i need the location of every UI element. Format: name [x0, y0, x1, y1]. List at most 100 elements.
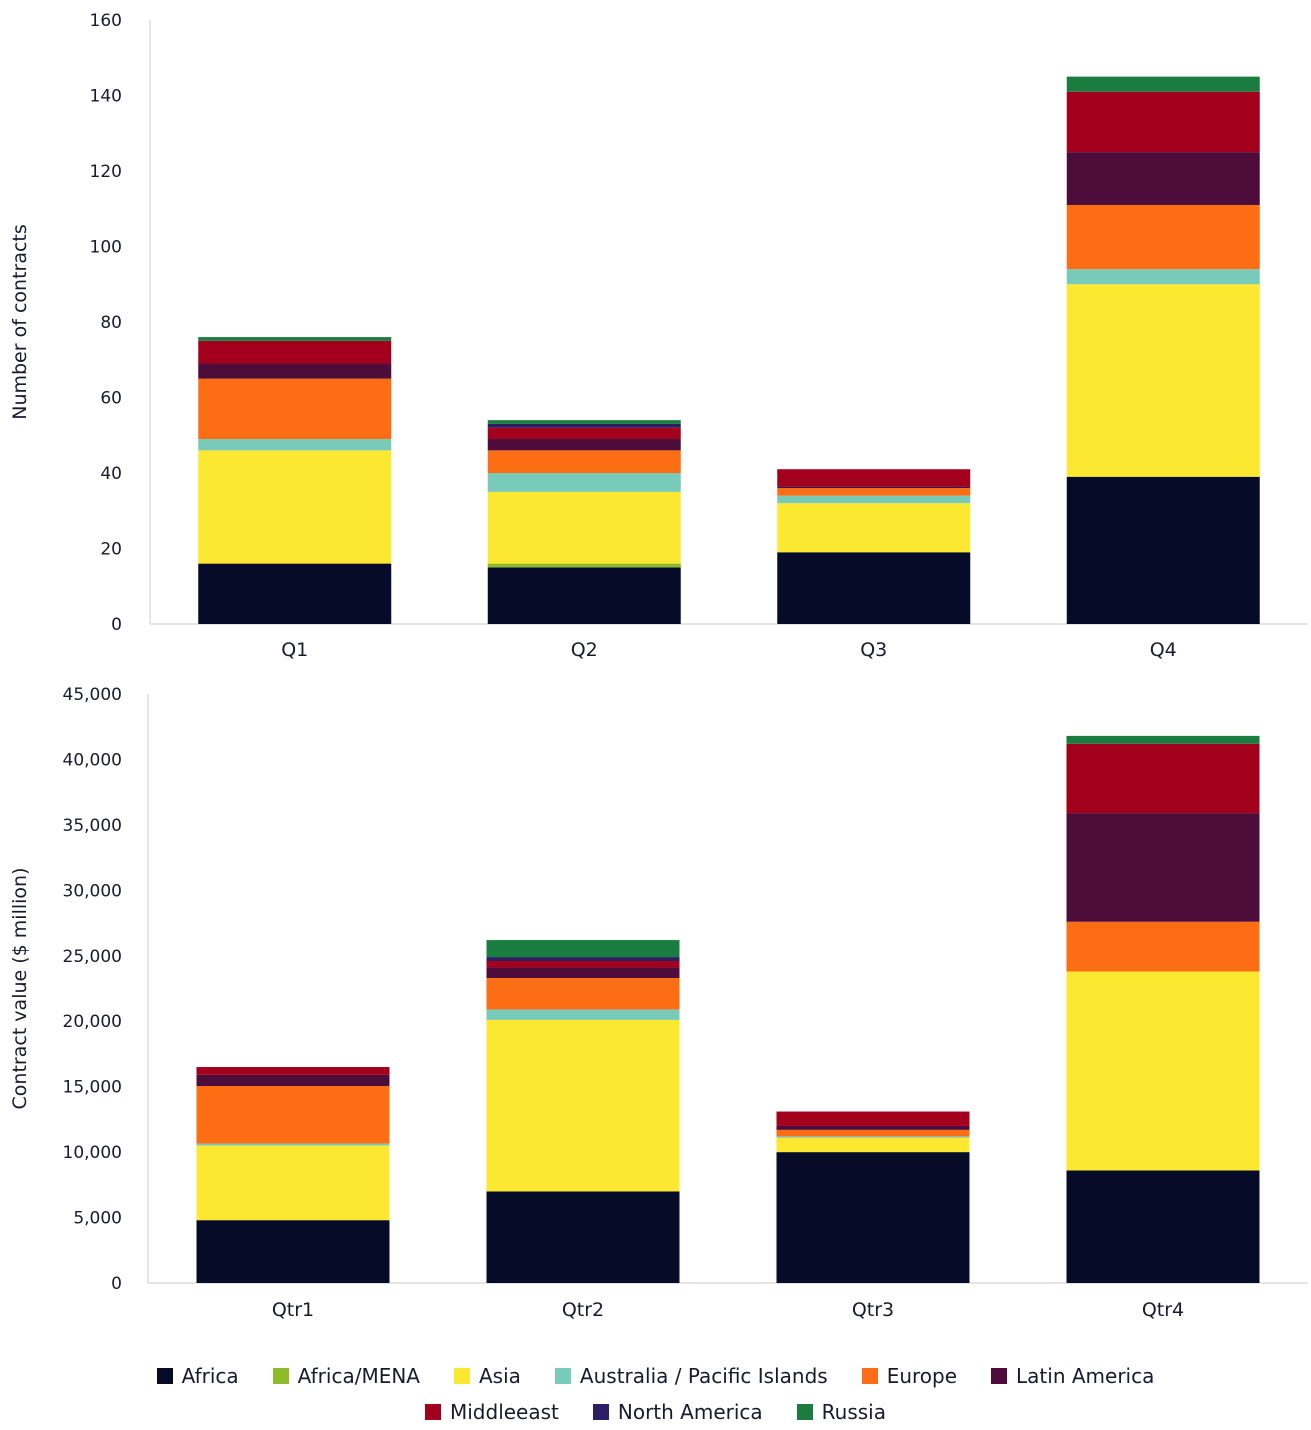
- chart2-x-tick-label: Qtr2: [562, 1299, 604, 1321]
- legend-label-asia: Asia: [479, 1364, 521, 1388]
- chart2-y-tick-label: 15,000: [63, 1078, 122, 1098]
- chart1-y-tick-label: 20: [100, 540, 122, 560]
- chart2-bar-qtr3-australia-pacific-islands: [776, 1136, 970, 1138]
- chart1-bar-q4-latin-america: [1066, 152, 1260, 205]
- chart1-x-tick-label: Q2: [571, 639, 598, 661]
- legend-item-middleeast: Middleeast: [424, 1400, 559, 1424]
- chart2-y-tick-label: 40,000: [63, 750, 122, 770]
- chart2-x-tick-label: Qtr3: [852, 1299, 894, 1321]
- chart1-bar-q3-asia: [777, 503, 971, 553]
- chart2-y-tick-label: 10,000: [63, 1143, 122, 1163]
- chart2-bar-qtr3-latin-america: [776, 1125, 970, 1130]
- chart1-bar-q1-asia: [198, 450, 392, 564]
- legend-item-north-america: North America: [592, 1400, 763, 1424]
- legend-item-russia: Russia: [796, 1400, 886, 1424]
- legend-swatch-asia: [454, 1368, 470, 1384]
- chart1-bar-q2-europe: [487, 450, 681, 473]
- legend-label-europe: Europe: [886, 1364, 958, 1388]
- chart1-x-tick-label: Q4: [1150, 639, 1177, 661]
- legend-row-1: Africa Africa/MENA Asia Australia / Paci…: [0, 1358, 1311, 1394]
- chart2-bar-qtr4-latin-america: [1066, 813, 1260, 922]
- chart2-bar-qtr3-africa: [776, 1152, 970, 1283]
- legend-swatch-europe: [861, 1368, 878, 1384]
- chart2-bar-qtr1-australia-pacific-islands: [196, 1143, 390, 1146]
- chart1-bar-q4-russia: [1066, 76, 1260, 92]
- chart1-bar-q3-middleeast: [777, 469, 971, 487]
- chart2-y-tick-label: 25,000: [63, 947, 122, 967]
- chart1-bar-q2-africa-mena: [487, 563, 681, 568]
- legend-item-africa: Africa: [156, 1364, 239, 1388]
- chart1-y-tick-label: 160: [90, 11, 122, 31]
- chart2-bar-qtr4-africa: [1066, 1170, 1260, 1283]
- chart2-y-axis-title: Contract value ($ million): [9, 868, 31, 1110]
- legend-swatch-middleeast: [424, 1404, 441, 1420]
- chart1-bar-q2-north-america: [487, 423, 681, 428]
- legend-label-latin-america: Latin America: [1016, 1364, 1155, 1388]
- chart2-bar-qtr1-middleeast: [196, 1067, 390, 1075]
- chart1-bar-q1-australia-pacific-islands: [198, 439, 392, 451]
- legend-item-australia-pacific: Australia / Pacific Islands: [554, 1364, 828, 1388]
- chart2-y-tick-label: 35,000: [63, 816, 122, 836]
- chart2-bar-qtr3-asia: [776, 1137, 970, 1153]
- chart1-bar-q1-russia: [198, 337, 392, 341]
- chart1-bar-q4-asia: [1066, 284, 1260, 477]
- chart1-y-tick-label: 140: [90, 87, 122, 107]
- chart2-bar-qtr4-russia: [1066, 735, 1260, 744]
- legend: Africa Africa/MENA Asia Australia / Paci…: [0, 1358, 1311, 1430]
- chart1-y-tick-label: 60: [100, 389, 122, 409]
- chart1-bar-q1-europe: [198, 378, 392, 440]
- chart1-x-tick-label: Q1: [281, 639, 308, 661]
- chart2-bar-qtr2-europe: [486, 978, 680, 1010]
- chart1-bar-q4-europe: [1066, 204, 1260, 270]
- legend-label-russia: Russia: [821, 1400, 886, 1424]
- legend-label-africa: Africa: [181, 1364, 239, 1388]
- chart2-bar-qtr4-asia: [1066, 971, 1260, 1171]
- chart2-bar-qtr2-russia: [486, 940, 680, 958]
- chart2-bar-qtr1-asia: [196, 1145, 390, 1221]
- chart2-bar-qtr2-latin-america: [486, 967, 680, 979]
- legend-row-2: Middleeast North America Russia: [0, 1394, 1311, 1430]
- legend-item-asia: Asia: [454, 1364, 521, 1388]
- chart2-bar-qtr2-asia: [486, 1019, 680, 1192]
- chart2-bar-qtr3-europe: [776, 1129, 970, 1137]
- chart2-bar-qtr2-north-america: [486, 957, 680, 962]
- chart1-bar-q1-africa: [198, 563, 392, 624]
- legend-item-latin-america: Latin America: [991, 1364, 1154, 1388]
- chart1-bar-q2-africa: [487, 567, 681, 624]
- chart1-bar-q1-latin-america: [198, 363, 392, 379]
- chart2-y-tick-label: 0: [111, 1274, 122, 1294]
- chart1-bar-q2-russia: [487, 420, 681, 424]
- chart2-bar-qtr2-middleeast: [486, 961, 680, 968]
- legend-swatch-australia-pacific: [554, 1368, 571, 1384]
- chart1-y-tick-label: 100: [90, 238, 122, 258]
- chart2-y-tick-label: 30,000: [63, 881, 122, 901]
- chart1-bar-q2-australia-pacific-islands: [487, 473, 681, 492]
- chart1-bar-q4-australia-pacific-islands: [1066, 269, 1260, 285]
- legend-label-north-america: North America: [617, 1400, 763, 1424]
- chart2-bar-qtr2-africa: [486, 1191, 680, 1283]
- chart1-x-tick-label: Q3: [860, 639, 887, 661]
- legend-swatch-africa: [156, 1368, 173, 1384]
- chart2-bar-qtr4-middleeast: [1066, 743, 1260, 814]
- chart2-y-tick-label: 5,000: [73, 1209, 122, 1229]
- chart1-bar-q3-latin-america: [777, 486, 971, 489]
- legend-label-middleeast: Middleeast: [449, 1400, 559, 1424]
- chart2-bar-qtr3-middleeast: [776, 1111, 970, 1126]
- legend-swatch-africa-mena: [272, 1368, 289, 1384]
- chart1-bar-q3-europe: [777, 488, 971, 496]
- chart2-bar-qtr1-latin-america: [196, 1074, 390, 1087]
- legend-item-africa-mena: Africa/MENA: [272, 1364, 420, 1388]
- chart1-y-tick-label: 40: [100, 464, 122, 484]
- chart1-bar-q2-asia: [487, 491, 681, 564]
- chart2-bar-qtr1-europe: [196, 1086, 390, 1144]
- legend-label-australia-pacific: Australia / Pacific Islands: [579, 1364, 828, 1388]
- chart1-y-axis-title: Number of contracts: [9, 224, 31, 420]
- legend-swatch-russia: [796, 1404, 813, 1420]
- chart2-y-tick-label: 20,000: [63, 1012, 122, 1032]
- chart1-y-tick-label: 120: [90, 162, 122, 182]
- chart1-bar-q1-middleeast: [198, 340, 392, 364]
- chart1-bar-q3-africa: [777, 552, 971, 624]
- chart1-y-tick-label: 0: [111, 615, 122, 635]
- chart1-bar-q2-latin-america: [487, 439, 681, 451]
